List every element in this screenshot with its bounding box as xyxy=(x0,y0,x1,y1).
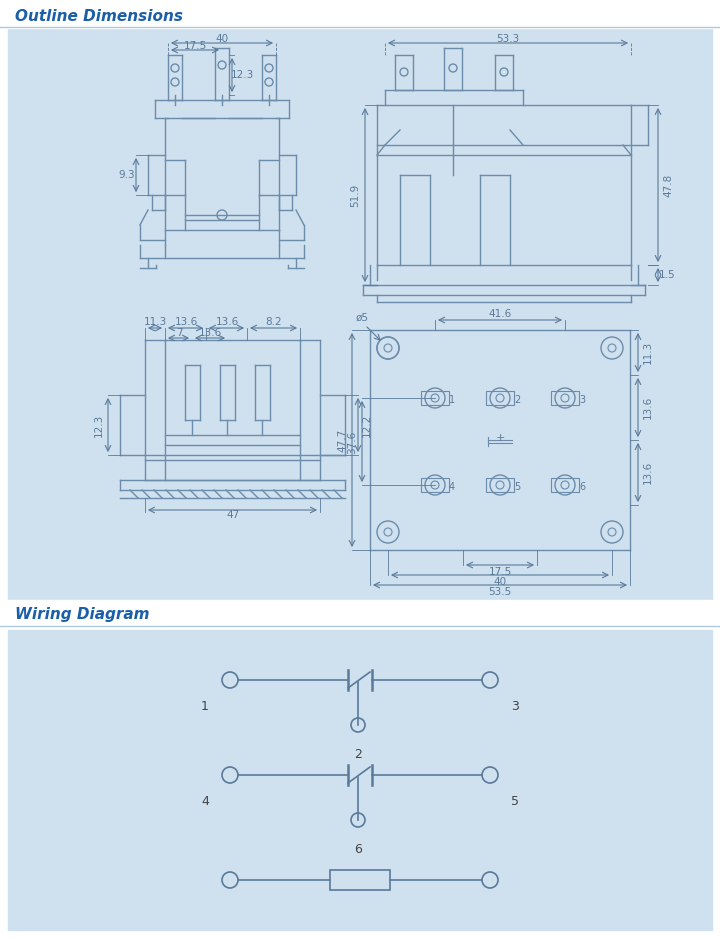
Text: 11.3: 11.3 xyxy=(143,317,166,327)
Text: 5: 5 xyxy=(511,795,519,808)
Text: 47: 47 xyxy=(226,510,240,520)
Text: 3: 3 xyxy=(511,700,519,713)
Text: 13.6: 13.6 xyxy=(643,396,653,418)
Text: 2: 2 xyxy=(514,395,521,405)
Text: 13.6: 13.6 xyxy=(174,317,197,327)
Text: 37.6: 37.6 xyxy=(347,431,357,454)
Text: 1: 1 xyxy=(449,395,455,405)
Text: 17.5: 17.5 xyxy=(488,567,512,577)
Bar xyxy=(0,600,720,627)
Bar xyxy=(8,28,712,600)
Text: 17.5: 17.5 xyxy=(184,41,207,51)
Text: 41.6: 41.6 xyxy=(488,309,512,319)
Bar xyxy=(421,391,449,405)
Text: 1: 1 xyxy=(201,700,209,713)
Text: ø5: ø5 xyxy=(356,313,369,323)
Bar xyxy=(330,870,390,890)
Bar xyxy=(486,478,514,492)
Text: 12.3: 12.3 xyxy=(230,70,253,80)
Text: 40: 40 xyxy=(493,577,507,587)
Text: Wiring Diagram: Wiring Diagram xyxy=(15,607,150,622)
Text: Outline Dimensions: Outline Dimensions xyxy=(15,8,183,23)
Text: 13.6: 13.6 xyxy=(199,328,222,338)
Text: 2: 2 xyxy=(354,748,362,761)
Text: 13.6: 13.6 xyxy=(643,461,653,484)
Text: 4: 4 xyxy=(201,795,209,808)
Text: +: + xyxy=(495,433,505,443)
Bar xyxy=(551,391,579,405)
Text: 6: 6 xyxy=(354,843,362,856)
Text: 12.3: 12.3 xyxy=(94,414,104,436)
Text: 11.3: 11.3 xyxy=(643,340,653,364)
Text: 9.3: 9.3 xyxy=(119,170,135,180)
Bar xyxy=(8,630,712,930)
Bar xyxy=(421,478,449,492)
Text: 53.5: 53.5 xyxy=(488,587,512,597)
Bar xyxy=(0,0,720,28)
Text: 47.8: 47.8 xyxy=(663,174,673,197)
Text: 1.5: 1.5 xyxy=(659,270,675,280)
Text: 8.2: 8.2 xyxy=(266,317,282,327)
Text: 5: 5 xyxy=(514,482,521,492)
Text: 13.6: 13.6 xyxy=(215,317,238,327)
Text: 51.9: 51.9 xyxy=(350,183,360,206)
Bar xyxy=(551,478,579,492)
Text: 47.7: 47.7 xyxy=(337,429,347,451)
Text: 53.3: 53.3 xyxy=(496,34,520,44)
Text: 7: 7 xyxy=(176,328,182,338)
Text: 3: 3 xyxy=(579,395,585,405)
Text: 6: 6 xyxy=(579,482,585,492)
Text: 40: 40 xyxy=(215,34,228,44)
Text: 4: 4 xyxy=(449,482,455,492)
Bar xyxy=(486,391,514,405)
Text: 12.2: 12.2 xyxy=(362,414,372,436)
